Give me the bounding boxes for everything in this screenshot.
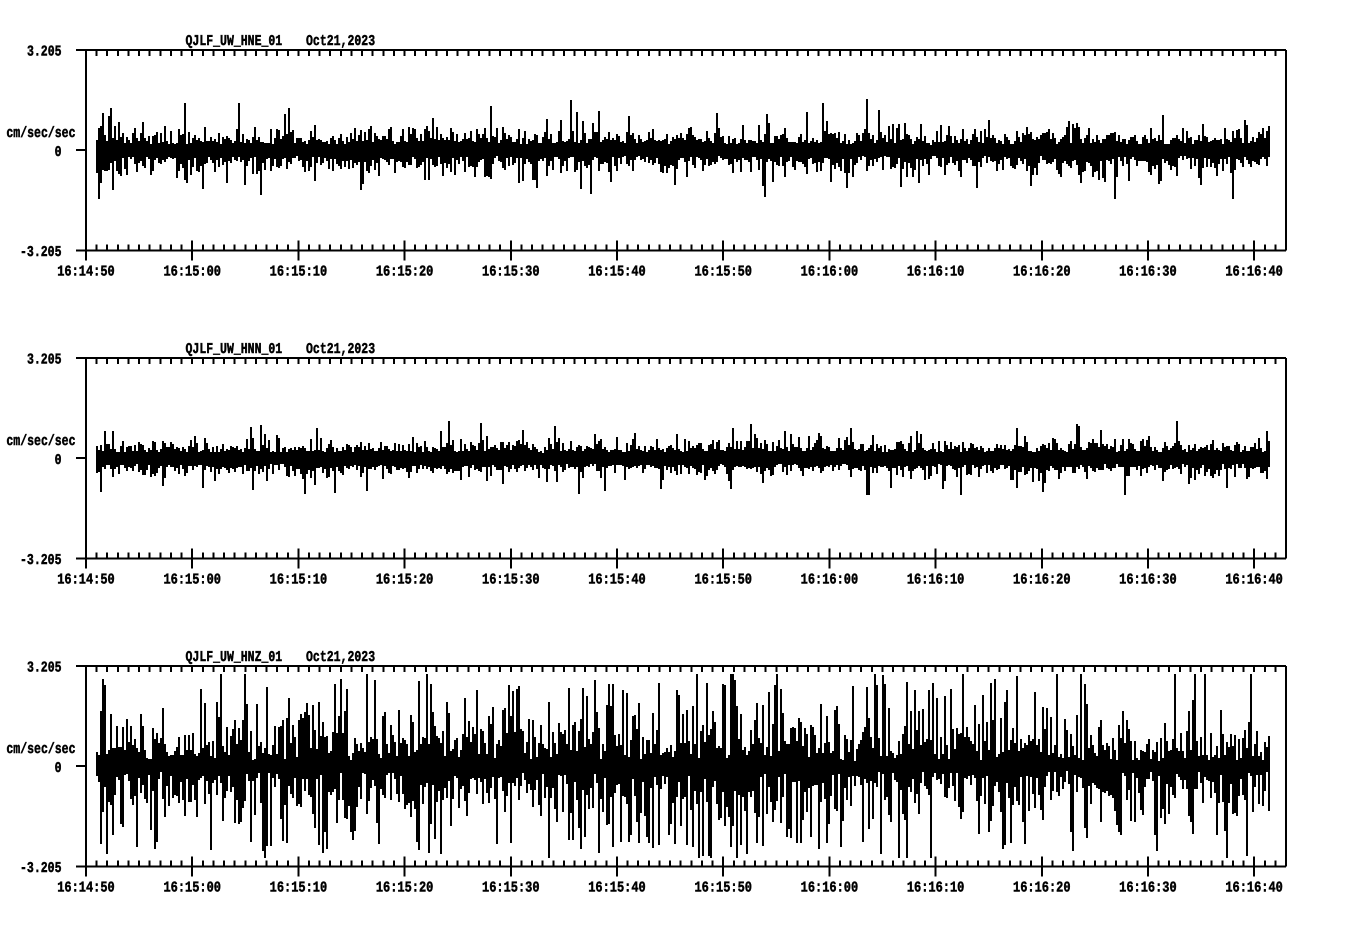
svg-text:16:16:30: 16:16:30: [1119, 572, 1177, 589]
svg-text:cm/sec/sec: cm/sec/sec: [6, 125, 75, 142]
svg-text:16:15:00: 16:15:00: [163, 264, 221, 281]
svg-text:3.205: 3.205: [27, 44, 62, 61]
svg-text:16:15:10: 16:15:10: [270, 880, 328, 897]
svg-text:16:16:40: 16:16:40: [1225, 264, 1283, 281]
svg-text:16:14:50: 16:14:50: [57, 264, 115, 281]
svg-text:cm/sec/sec: cm/sec/sec: [6, 741, 75, 758]
svg-text:QJLF_UW_HNE_01: QJLF_UW_HNE_01: [186, 33, 283, 50]
svg-text:16:16:20: 16:16:20: [1013, 572, 1071, 589]
svg-text:16:15:30: 16:15:30: [482, 264, 540, 281]
svg-text:16:15:20: 16:15:20: [376, 572, 434, 589]
svg-text:16:16:00: 16:16:00: [801, 264, 859, 281]
svg-text:16:15:20: 16:15:20: [376, 880, 434, 897]
svg-text:16:15:20: 16:15:20: [376, 264, 434, 281]
svg-text:3.205: 3.205: [27, 660, 62, 677]
svg-text:16:16:10: 16:16:10: [907, 572, 965, 589]
svg-text:16:15:40: 16:15:40: [588, 572, 646, 589]
svg-text:3.205: 3.205: [27, 352, 62, 369]
svg-text:16:16:30: 16:16:30: [1119, 880, 1177, 897]
svg-text:16:15:30: 16:15:30: [482, 572, 540, 589]
svg-text:16:16:30: 16:16:30: [1119, 264, 1177, 281]
svg-text:16:15:50: 16:15:50: [694, 880, 752, 897]
svg-text:16:15:30: 16:15:30: [482, 880, 540, 897]
svg-text:16:15:00: 16:15:00: [163, 880, 221, 897]
svg-text:cm/sec/sec: cm/sec/sec: [6, 433, 75, 450]
svg-text:16:16:20: 16:16:20: [1013, 880, 1071, 897]
svg-text:0: 0: [55, 452, 62, 469]
svg-text:QJLF_UW_HNZ_01: QJLF_UW_HNZ_01: [186, 649, 283, 666]
svg-text:-3.205: -3.205: [20, 244, 62, 261]
svg-text:16:14:50: 16:14:50: [57, 572, 115, 589]
svg-text:16:16:40: 16:16:40: [1225, 572, 1283, 589]
svg-text:QJLF_UW_HNN_01: QJLF_UW_HNN_01: [186, 341, 283, 358]
svg-text:16:16:40: 16:16:40: [1225, 880, 1283, 897]
svg-text:16:16:10: 16:16:10: [907, 880, 965, 897]
svg-text:16:14:50: 16:14:50: [57, 880, 115, 897]
svg-text:16:15:40: 16:15:40: [588, 880, 646, 897]
svg-text:0: 0: [55, 760, 62, 777]
svg-text:Oct21,2023: Oct21,2023: [306, 649, 375, 666]
svg-text:16:15:50: 16:15:50: [694, 264, 752, 281]
svg-text:16:15:50: 16:15:50: [694, 572, 752, 589]
svg-text:16:15:10: 16:15:10: [270, 264, 328, 281]
svg-text:16:16:10: 16:16:10: [907, 264, 965, 281]
svg-text:0: 0: [55, 144, 62, 161]
svg-text:Oct21,2023: Oct21,2023: [306, 33, 375, 50]
svg-text:16:15:40: 16:15:40: [588, 264, 646, 281]
svg-text:-3.205: -3.205: [20, 860, 62, 877]
svg-text:16:16:00: 16:16:00: [801, 880, 859, 897]
svg-text:-3.205: -3.205: [20, 552, 62, 569]
svg-text:16:16:20: 16:16:20: [1013, 264, 1071, 281]
svg-text:16:16:00: 16:16:00: [801, 572, 859, 589]
svg-text:16:15:00: 16:15:00: [163, 572, 221, 589]
svg-text:16:15:10: 16:15:10: [270, 572, 328, 589]
svg-text:Oct21,2023: Oct21,2023: [306, 341, 375, 358]
